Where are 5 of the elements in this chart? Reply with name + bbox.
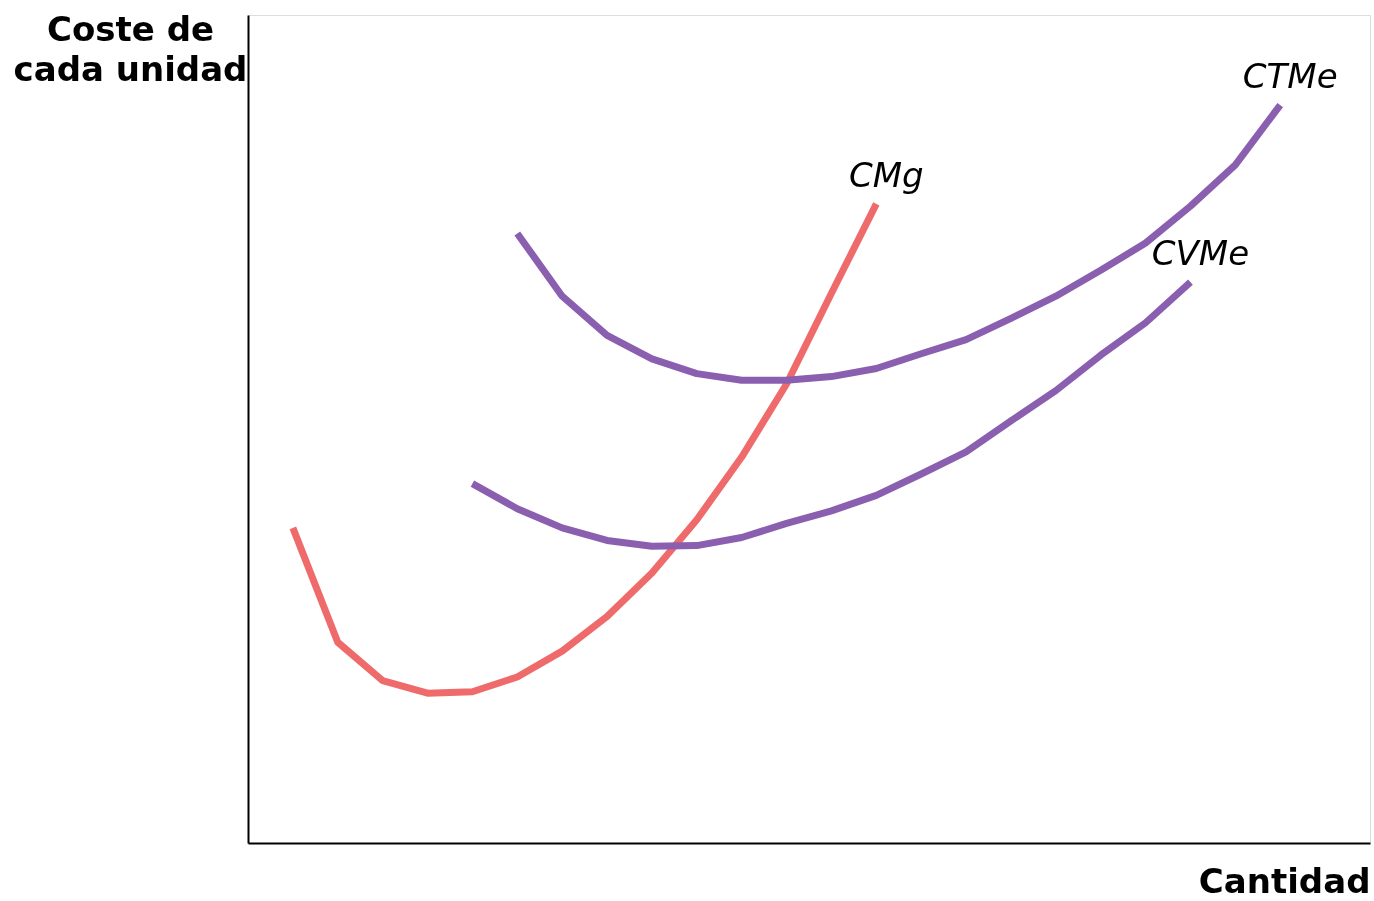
series-label: CMg [848,154,924,195]
series-label: CTMe [1242,56,1338,97]
x-axis-title: Cantidad [1198,860,1371,901]
series-label: CVMe [1151,233,1250,274]
y-axis-title: Coste de cada unidad [13,8,248,89]
